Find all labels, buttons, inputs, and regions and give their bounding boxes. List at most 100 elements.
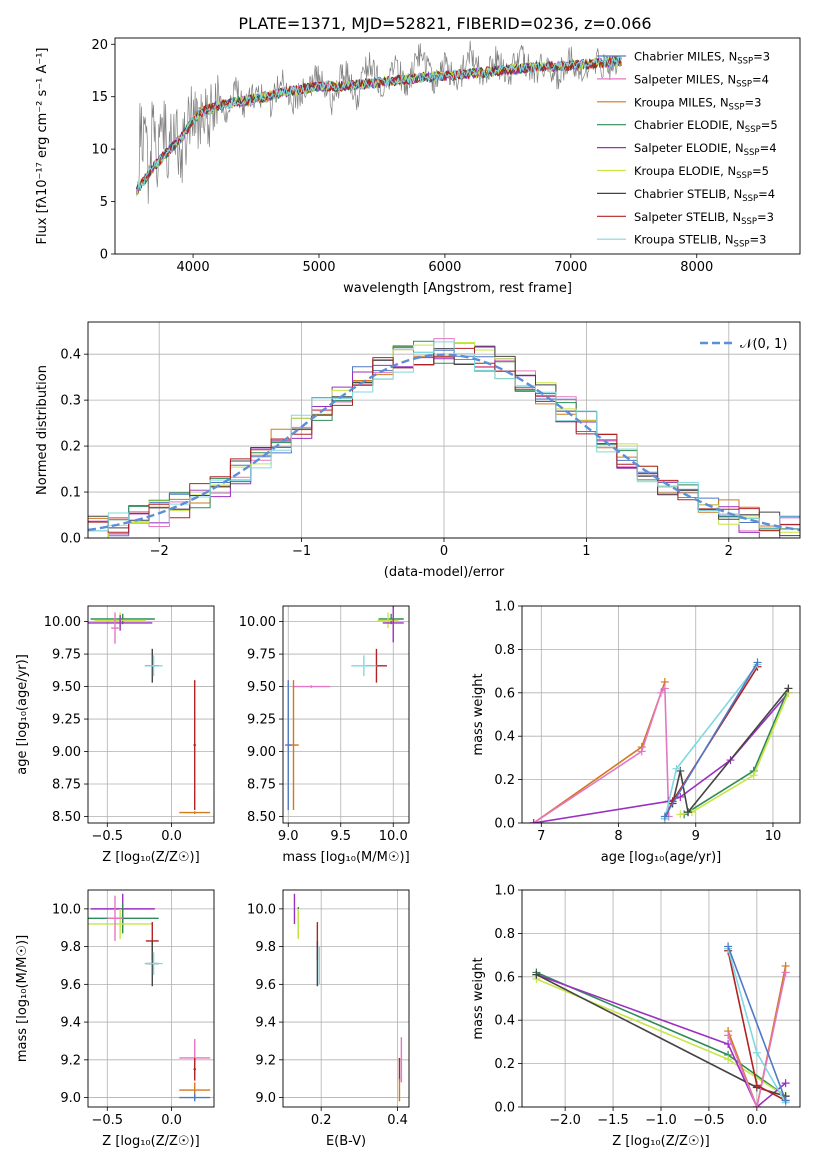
plot-area [285, 606, 404, 811]
y-tick-label: 10.00 [44, 615, 81, 630]
y-tick-label: 9.2 [255, 1053, 276, 1068]
x-tick-label: 10.0 [379, 829, 408, 844]
x-axis-label: mass [log₁₀(M/M☉)] [282, 850, 409, 865]
axes-frame [87, 605, 215, 824]
errorbar-point [377, 612, 399, 629]
axes-frame [521, 889, 801, 1108]
legend-label: Chabrier ELODIE, NSSP=5 [634, 118, 778, 135]
legend-subscript: SSP [744, 148, 760, 158]
axes-frame [114, 37, 801, 255]
legend-nssp: =4 [752, 72, 769, 86]
y-tick-label: 0.4 [494, 730, 515, 745]
legend-subscript: SSP [741, 217, 757, 227]
y-tick-label: 0 [100, 248, 108, 263]
legend-subscript: SSP [736, 171, 752, 181]
y-tick-label: 0.2 [494, 1057, 515, 1072]
x-tick-label: 1 [582, 544, 590, 559]
y-tick-label: 9.8 [60, 940, 81, 955]
legend: 𝒩(0, 1) [700, 337, 787, 352]
figure-title: PLATE=1371, MJD=52821, FIBERID=0236, z=0… [238, 14, 651, 33]
y-tick-label: 0.8 [494, 927, 515, 942]
x-tick-label: 4000 [177, 260, 210, 275]
errorbar-point [292, 685, 331, 688]
plus-marker [657, 688, 665, 697]
gaussian-curve [88, 353, 800, 532]
x-tick-label: 9.5 [330, 829, 351, 844]
y-tick-label: 0.8 [494, 643, 515, 658]
legend: Chabrier MILES, NSSP=3 Salpeter MILES, NS… [597, 50, 778, 250]
y-tick-label: 10 [91, 143, 108, 158]
y-tick-label: 9.00 [247, 745, 276, 760]
plot-area [529, 658, 793, 823]
y-tick-label: 0.0 [494, 817, 515, 832]
y-tick-label: 15 [91, 90, 108, 105]
legend-nssp: =3 [757, 210, 774, 224]
plus-marker [752, 1081, 761, 1090]
plus-marker [753, 658, 762, 667]
panel-age-vs-Z: −0.5 0.0 8.50 8.75 9.00 9.25 9.50 9.75 10.00 Z [l… [15, 605, 215, 865]
errorbar-point [179, 811, 211, 814]
x-tick-label: 0.0 [161, 1113, 182, 1128]
y-axis-label: mass weight [471, 673, 486, 755]
plus-marker [676, 810, 685, 819]
y-tick-label: 9.50 [247, 680, 276, 695]
legend-nssp: =4 [758, 187, 775, 201]
mass-weight-series [671, 687, 790, 813]
legend-nssp: =3 [753, 50, 770, 64]
y-tick-label: 9.25 [247, 713, 276, 728]
plus-marker [532, 970, 541, 979]
y-tick-label: 9.0 [255, 1091, 276, 1106]
x-tick-label: 0.2 [311, 1113, 332, 1128]
plus-marker [676, 792, 685, 801]
mass-weight-series [664, 661, 759, 817]
x-axis-label: Z [log₁₀(Z/Z☉)] [102, 1134, 199, 1149]
x-tick-label: −0.5 [91, 1113, 123, 1128]
x-tick-label: 10 [765, 829, 782, 844]
plot-area [532, 942, 790, 1107]
y-axis-label: Flux [fλ10⁻¹⁷ erg cm⁻² s⁻¹ A⁻¹] [35, 48, 50, 245]
y-tick-label: 9.75 [247, 648, 276, 663]
legend-subscript: SSP [737, 57, 753, 67]
mass-weight-series [727, 946, 787, 1101]
observed-spectrum [137, 40, 619, 204]
panel-mass-vs-Z: −0.5 0.0 9.0 9.2 9.4 9.6 9.8 10.0 Z [log₁₀(Z/Z☉)… [15, 889, 215, 1149]
errorbar-point [144, 655, 163, 677]
y-tick-label: 10.0 [247, 902, 276, 917]
x-tick-label: 7000 [554, 260, 587, 275]
x-tick-label: −0.5 [693, 1113, 725, 1128]
plot-area [88, 893, 211, 1102]
y-tick-label: 0.2 [60, 440, 81, 455]
errorbar-point [144, 952, 163, 975]
x-tick-label: 0.0 [747, 1113, 768, 1128]
y-tick-label: 9.6 [60, 978, 81, 993]
y-tick-label: 8.50 [52, 810, 81, 825]
y-tick-label: 9.00 [52, 745, 81, 760]
plus-marker [529, 819, 538, 823]
legend-label: Salpeter STELIB, NSSP=3 [634, 210, 774, 227]
x-tick-label: 5000 [302, 260, 335, 275]
axes-frame [282, 889, 410, 1108]
panel-spectrum: 4000 5000 6000 7000 8000 0 5 10 15 20 Chabrier MIL… [35, 37, 801, 296]
legend-nssp: =5 [752, 164, 769, 178]
plus-marker [637, 747, 646, 756]
plus-marker [724, 1031, 733, 1040]
y-tick-label: 0.1 [60, 486, 81, 501]
plus-marker [724, 1055, 733, 1064]
y-tick-label: 0.4 [494, 1014, 515, 1029]
x-tick-label: 8000 [680, 260, 713, 275]
errorbar-point [88, 908, 153, 940]
y-tick-label: 0.6 [494, 686, 515, 701]
errorbar-point [193, 1057, 196, 1081]
x-axis-label: (data-model)/error [384, 565, 505, 580]
y-tick-label: 0.2 [494, 773, 515, 788]
model-fit-line [135, 56, 622, 197]
y-tick-label: 10.00 [239, 615, 276, 630]
y-tick-label: 1.0 [494, 600, 515, 615]
y-tick-label: 9.25 [52, 713, 81, 728]
plus-marker [684, 808, 693, 817]
residual-histogram [88, 341, 800, 532]
x-axis-label: Z [log₁₀(Z/Z☉)] [102, 850, 199, 865]
axes-frame [282, 605, 410, 824]
x-tick-label: 0.0 [161, 829, 182, 844]
x-tick-label: 0.4 [387, 1113, 408, 1128]
